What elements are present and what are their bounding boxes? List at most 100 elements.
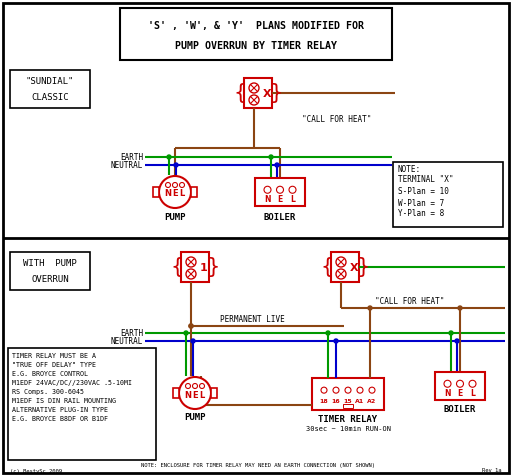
Text: M1EDF IS DIN RAIL MOUNTING: M1EDF IS DIN RAIL MOUNTING	[12, 398, 116, 404]
Text: X: X	[350, 263, 358, 273]
Text: }: }	[269, 83, 283, 103]
Text: CLASSIC: CLASSIC	[31, 92, 69, 101]
Text: N: N	[264, 195, 271, 204]
Text: {: {	[170, 257, 184, 277]
Circle shape	[333, 387, 339, 393]
Text: L: L	[290, 195, 295, 204]
Text: NEUTRAL: NEUTRAL	[111, 160, 143, 169]
Circle shape	[326, 331, 330, 335]
Text: PUMP: PUMP	[164, 214, 186, 222]
Text: 1: 1	[200, 263, 208, 273]
Text: BOILER: BOILER	[444, 406, 476, 415]
Text: ALTERNATIVE PLUG-IN TYPE: ALTERNATIVE PLUG-IN TYPE	[12, 407, 108, 413]
Circle shape	[458, 306, 462, 310]
Text: WITH  PUMP: WITH PUMP	[23, 259, 77, 268]
Text: NEUTRAL: NEUTRAL	[111, 337, 143, 346]
Text: 30sec ~ 10min RUN-ON: 30sec ~ 10min RUN-ON	[306, 426, 391, 432]
Text: {: {	[321, 257, 334, 277]
Text: E: E	[278, 195, 283, 204]
Bar	[312, 378, 384, 410]
Circle shape	[249, 95, 259, 105]
Text: }: }	[206, 257, 220, 277]
Text: TIMER RELAY: TIMER RELAY	[318, 416, 377, 425]
Text: N: N	[184, 390, 191, 399]
Circle shape	[184, 331, 188, 335]
Text: Y-Plan = 8: Y-Plan = 8	[398, 209, 444, 218]
Text: W-Plan = 7: W-Plan = 7	[398, 198, 444, 208]
Text: E.G. BROYCE B8DF OR B1DF: E.G. BROYCE B8DF OR B1DF	[12, 416, 108, 422]
Text: 'S' , 'W', & 'Y'  PLANS MODIFIED FOR: 'S' , 'W', & 'Y' PLANS MODIFIED FOR	[148, 21, 364, 31]
Text: 15: 15	[344, 398, 352, 404]
Circle shape	[321, 387, 327, 393]
Bar	[331, 252, 359, 282]
Circle shape	[368, 306, 372, 310]
Text: TIMER RELAY MUST BE A: TIMER RELAY MUST BE A	[12, 353, 96, 359]
Bar	[181, 252, 209, 282]
Circle shape	[336, 269, 346, 279]
Circle shape	[289, 186, 296, 193]
Text: "CALL FOR HEAT": "CALL FOR HEAT"	[375, 298, 444, 307]
Text: Rev 1a: Rev 1a	[482, 468, 502, 474]
Bar	[191, 187, 197, 197]
Text: M1EDF 24VAC/DC//230VAC .5-10MI: M1EDF 24VAC/DC//230VAC .5-10MI	[12, 380, 132, 386]
Circle shape	[159, 176, 191, 208]
Text: NOTE:: NOTE:	[398, 166, 421, 175]
Circle shape	[165, 182, 170, 188]
Circle shape	[180, 182, 184, 188]
Text: }: }	[356, 257, 370, 277]
Text: TERMINAL "X": TERMINAL "X"	[398, 176, 454, 185]
Text: NOTE: ENCLOSURE FOR TIMER RELAY MAY NEED AN EARTH CONNECTION (NOT SHOWN): NOTE: ENCLOSURE FOR TIMER RELAY MAY NEED…	[141, 464, 375, 468]
Bar	[255, 178, 305, 206]
Circle shape	[345, 387, 351, 393]
Circle shape	[186, 269, 196, 279]
Text: "CALL FOR HEAT": "CALL FOR HEAT"	[302, 116, 371, 125]
Circle shape	[193, 384, 198, 388]
Bar	[153, 187, 159, 197]
Bar	[10, 252, 90, 290]
Text: PERMANENT LIVE: PERMANENT LIVE	[220, 316, 285, 325]
Text: A1: A1	[355, 398, 365, 404]
Text: N: N	[444, 389, 451, 398]
Text: 16: 16	[332, 398, 340, 404]
Text: (c) BestySc 2009: (c) BestySc 2009	[10, 468, 62, 474]
Bar	[8, 348, 156, 460]
Circle shape	[449, 331, 453, 335]
Bar	[173, 388, 179, 398]
Text: X: X	[263, 89, 271, 99]
Circle shape	[369, 387, 375, 393]
Circle shape	[186, 257, 196, 267]
Text: BOILER: BOILER	[264, 214, 296, 222]
Bar	[244, 78, 272, 108]
Text: L: L	[179, 189, 185, 198]
Circle shape	[334, 339, 338, 343]
Circle shape	[455, 339, 459, 343]
Circle shape	[336, 257, 346, 267]
Circle shape	[189, 324, 193, 328]
Circle shape	[179, 377, 211, 409]
Text: EARTH: EARTH	[120, 328, 143, 337]
Text: {: {	[233, 83, 247, 103]
Circle shape	[167, 155, 171, 159]
Circle shape	[457, 380, 463, 387]
Bar	[393, 162, 503, 227]
Circle shape	[269, 155, 273, 159]
Bar	[211, 388, 217, 398]
Circle shape	[185, 384, 190, 388]
Text: "SUNDIAL": "SUNDIAL"	[26, 78, 74, 87]
Text: RS Comps. 300-6045: RS Comps. 300-6045	[12, 389, 84, 395]
Text: E: E	[172, 189, 178, 198]
Circle shape	[174, 163, 178, 167]
Circle shape	[469, 380, 476, 387]
Circle shape	[276, 186, 284, 193]
Text: S-Plan = 10: S-Plan = 10	[398, 188, 449, 197]
Bar	[120, 8, 392, 60]
Text: L: L	[199, 390, 205, 399]
Circle shape	[357, 387, 363, 393]
Bar	[10, 70, 90, 108]
Circle shape	[173, 182, 178, 188]
Circle shape	[264, 186, 271, 193]
Text: OVERRUN: OVERRUN	[31, 275, 69, 284]
Circle shape	[191, 339, 195, 343]
Text: 18: 18	[319, 398, 328, 404]
Text: L: L	[470, 389, 475, 398]
